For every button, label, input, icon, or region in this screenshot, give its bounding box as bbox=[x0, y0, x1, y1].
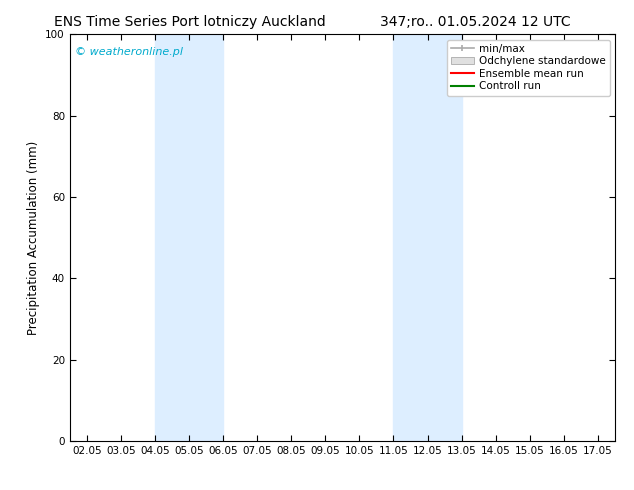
Text: © weatheronline.pl: © weatheronline.pl bbox=[75, 47, 183, 56]
Y-axis label: Precipitation Accumulation (mm): Precipitation Accumulation (mm) bbox=[27, 141, 40, 335]
Text: ENS Time Series Port lotniczy Auckland: ENS Time Series Port lotniczy Auckland bbox=[55, 15, 326, 29]
Bar bbox=[155, 34, 223, 441]
Bar bbox=[394, 34, 462, 441]
Legend: min/max, Odchylene standardowe, Ensemble mean run, Controll run: min/max, Odchylene standardowe, Ensemble… bbox=[446, 40, 610, 96]
Text: 347;ro.. 01.05.2024 12 UTC: 347;ro.. 01.05.2024 12 UTC bbox=[380, 15, 571, 29]
